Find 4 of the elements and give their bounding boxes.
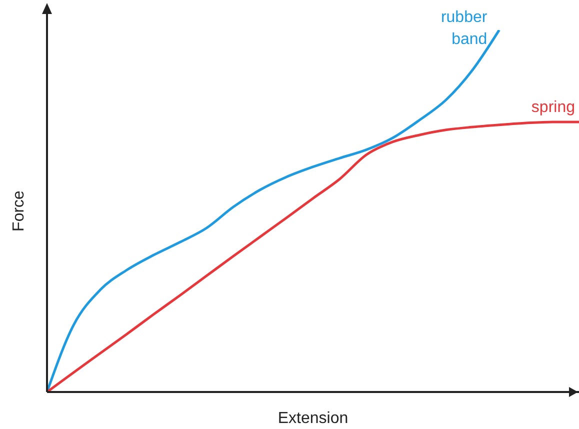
y-axis-title: Force (10, 190, 28, 232)
series-label: spring (531, 98, 575, 116)
series-label: rubber band (440, 9, 488, 48)
x-axis-title: Extension (278, 410, 348, 427)
